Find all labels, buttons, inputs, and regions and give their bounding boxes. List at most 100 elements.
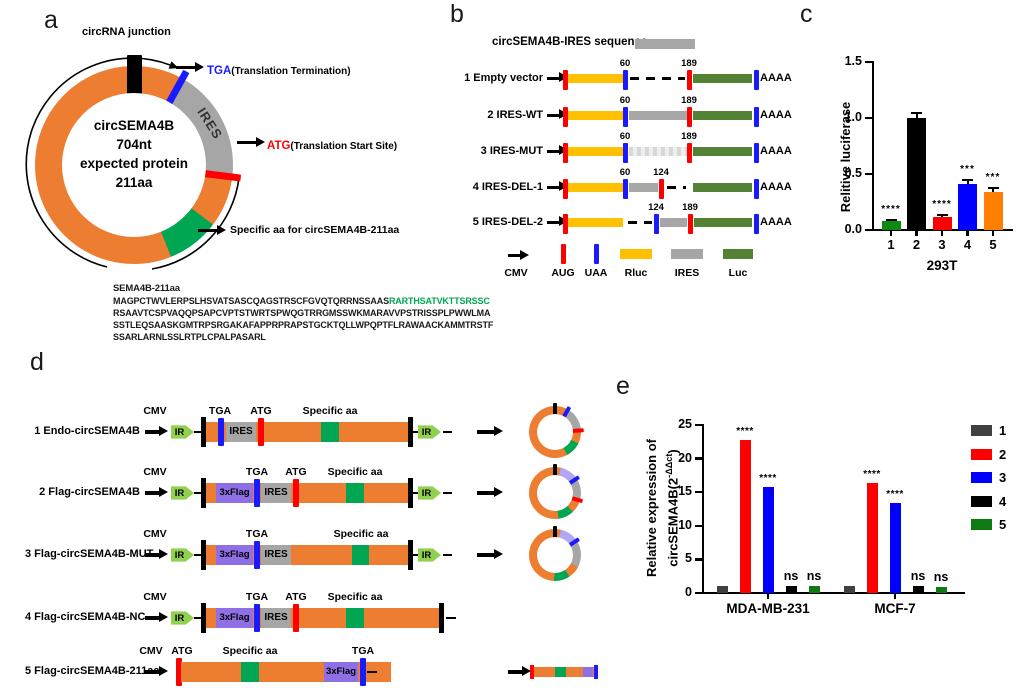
legend-label: 5	[999, 517, 1007, 532]
legend-aug: AUG	[551, 267, 575, 279]
luciferase-chart: Relitive luciferase 293T 0.0 0.5 1.0 1.5 ***…	[790, 20, 1020, 300]
luc-bar	[693, 111, 752, 120]
aug-tick-icon	[563, 214, 568, 234]
position-number: 60	[619, 131, 631, 142]
specific-aa-label: Specific aa	[333, 528, 389, 540]
luc-bar	[693, 147, 752, 156]
bar	[983, 191, 1003, 230]
construct-row-flag-circsema4b-mut: 3 Flag-circSEMA4B-MUT CMV IR 3xFlag TGA …	[25, 525, 637, 581]
y-tick	[865, 60, 872, 64]
uaa-tick-icon	[623, 107, 628, 127]
y-tick-label: 1.5	[844, 54, 862, 68]
construct-name: 5 Flag-circSEMA4B-211aa	[25, 665, 160, 677]
y-tick	[695, 490, 702, 494]
connector-line	[194, 430, 201, 434]
aug-tick-icon	[687, 143, 692, 163]
connector-line	[413, 430, 418, 434]
aug-tick-icon	[561, 244, 566, 264]
junction-bar-icon	[201, 603, 206, 633]
x-group-label: MCF-7	[874, 601, 916, 616]
atg-tick-icon	[293, 604, 299, 632]
polya-tail: AAAA	[760, 145, 792, 157]
y-tick-label: 10	[678, 517, 692, 532]
bar	[935, 586, 947, 593]
bar	[907, 118, 926, 230]
flag-box: 3xFlag	[216, 608, 253, 628]
error-cap	[987, 187, 999, 190]
atg-label: ATG	[171, 645, 193, 657]
sig-label: ***	[960, 164, 975, 176]
deleted-region-dashes	[667, 186, 686, 189]
construct-row-empty-vector: 1 Empty vector 60 189 AAAA	[430, 55, 805, 97]
uaa-tick-icon	[754, 107, 759, 127]
tga-arrow-icon	[176, 61, 204, 72]
ires-box: IRES	[226, 422, 256, 442]
junction-tick-icon	[552, 403, 558, 432]
y-tick	[865, 172, 872, 176]
construct-row-ires-del-2: 5 IRES-DEL-2 124 189 AAAA	[430, 199, 805, 241]
y-axis-label: Relitive luciferase	[838, 101, 853, 213]
panel-d-letter: d	[30, 348, 44, 376]
y-tick	[695, 457, 702, 460]
y-tick	[865, 116, 872, 120]
circrna-product-1	[529, 403, 585, 458]
tga-label: TGA	[208, 405, 232, 417]
x-tick-label: 2	[912, 237, 921, 252]
atg-callout: ATG(Translation Start Site)	[267, 136, 397, 154]
connector-line	[413, 553, 418, 557]
tga-label: TGA	[245, 466, 269, 478]
cmv-arrow-icon	[145, 425, 168, 437]
produces-arrow-icon	[477, 548, 503, 560]
cmv-label: CMV	[143, 405, 167, 417]
atg-tick-icon	[530, 665, 534, 679]
ires-sequence-bar	[635, 39, 695, 49]
junction-bar-icon	[408, 540, 413, 570]
y-tick	[695, 591, 702, 595]
atg-tick-icon	[258, 418, 264, 446]
x-axis	[871, 228, 1013, 232]
construct-row-ires-mut: 3 IRES-MUT 60 189 AAAA	[430, 128, 805, 170]
x-tick	[940, 231, 944, 236]
connector-line	[194, 616, 201, 620]
dash-line	[446, 616, 456, 620]
ir-element: IR	[171, 486, 194, 500]
y-tick-label: 1.0	[844, 110, 862, 124]
circrna-name: circSEMA4B	[93, 118, 175, 133]
deleted-region-dashes	[630, 77, 685, 80]
ring-hole	[537, 414, 573, 450]
x-tick	[766, 594, 770, 599]
sig-label: ns	[806, 568, 822, 583]
aug-tick-icon	[563, 143, 568, 163]
specific-aa-label: Specific aa	[327, 591, 383, 603]
junction-tick-icon	[552, 464, 558, 493]
atg-tick-icon	[176, 658, 182, 686]
atg-label: ATG	[285, 466, 307, 478]
construct-name: 2 IRES-WT	[487, 109, 543, 121]
flag-box: 3xFlag	[216, 545, 253, 565]
ires-box: IRES	[261, 483, 291, 503]
position-number: 189	[682, 202, 698, 213]
polya-tail: AAAA	[760, 216, 792, 228]
specific-aa-label: Specific aa	[222, 645, 278, 657]
bar	[843, 586, 855, 593]
ir-element: IR	[171, 548, 194, 562]
junction-bar-icon	[201, 540, 206, 570]
aug-tick-icon	[687, 70, 692, 90]
atg-arrow-icon	[237, 136, 265, 147]
junction-bar-icon	[201, 417, 206, 447]
luc-bar	[693, 74, 752, 83]
error-bar	[992, 187, 994, 192]
sig-label: ****	[886, 488, 904, 500]
panel-b-legend: CMV AUG UAA Rluc IRES Luc	[430, 242, 775, 284]
bar	[912, 586, 924, 593]
produces-arrow-icon	[508, 665, 531, 677]
y-tick-label: 25	[678, 417, 692, 431]
expression-chart: Relative expression of circSEMA4B(2-ΔΔct…	[640, 375, 1020, 690]
sig-label: ****	[881, 204, 901, 216]
ir-element: IR	[171, 611, 194, 625]
ir-element: IR	[418, 425, 441, 439]
uaa-tick-icon	[594, 244, 599, 264]
sig-label: ***	[985, 172, 1001, 184]
bar	[881, 221, 901, 230]
ring-hole	[537, 475, 573, 511]
